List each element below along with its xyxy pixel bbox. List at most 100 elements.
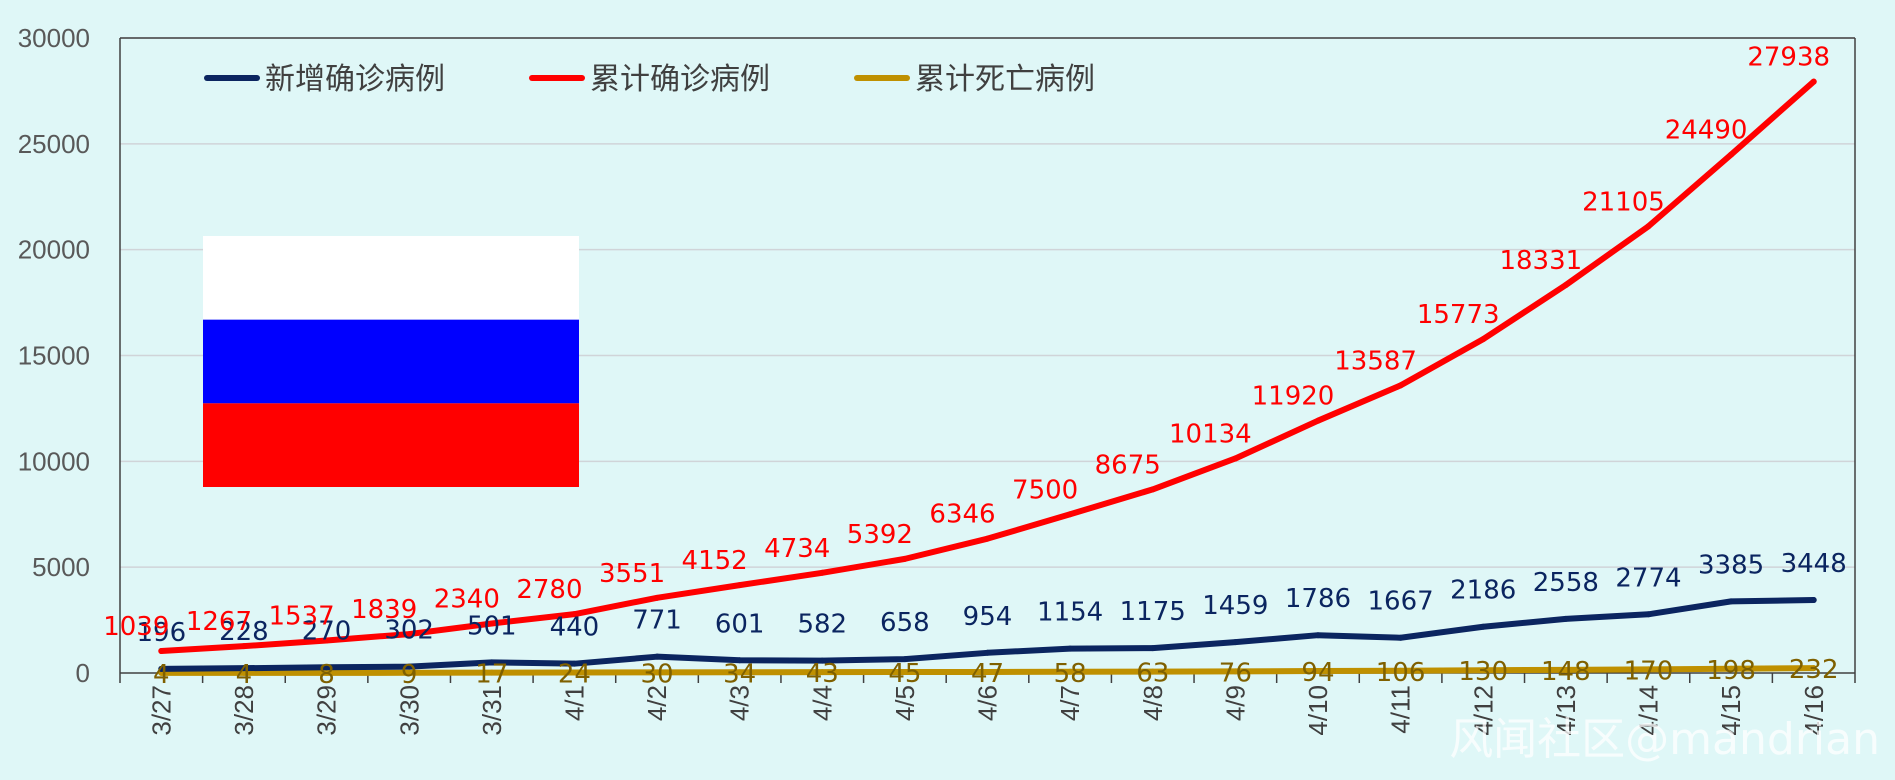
data-point: [819, 669, 826, 676]
data-label: 10134: [1169, 419, 1252, 449]
data-point: [1397, 382, 1404, 389]
data-label: 232: [1789, 655, 1839, 685]
data-point: [1728, 598, 1735, 605]
data-point: [323, 637, 330, 644]
data-label: 1667: [1368, 587, 1434, 617]
data-point: [1810, 665, 1817, 672]
data-point: [488, 669, 495, 676]
data-point: [1728, 151, 1735, 158]
data-label: 76: [1219, 658, 1252, 688]
data-point: [240, 669, 247, 676]
data-label: 302: [384, 616, 434, 646]
data-label: 63: [1136, 659, 1169, 689]
data-point: [1480, 667, 1487, 674]
data-label: 1154: [1037, 598, 1103, 628]
y-tick-label: 10000: [18, 446, 90, 476]
data-point: [571, 669, 578, 676]
data-point: [571, 660, 578, 667]
data-label: 228: [219, 617, 269, 647]
data-point: [1397, 634, 1404, 641]
series-lines: [158, 78, 1817, 676]
data-label: 6346: [929, 500, 995, 530]
data-label: 1039: [103, 612, 169, 642]
data-label: 771: [632, 606, 682, 636]
data-label: 24490: [1665, 116, 1748, 146]
data-point: [654, 594, 661, 601]
data-label: 658: [880, 608, 930, 638]
y-axis-ticks: 0 5000 10000 15000 20000 25000 30000: [18, 23, 90, 688]
data-point: [1314, 632, 1321, 639]
data-label: 1839: [351, 595, 417, 625]
y-tick-label: 30000: [18, 23, 90, 53]
data-label: 34: [723, 659, 756, 689]
x-tick-label: 3/27: [146, 685, 176, 736]
data-label: 582: [797, 610, 847, 640]
data-point: [158, 665, 165, 672]
data-label: 8675: [1095, 450, 1161, 480]
data-point: [736, 657, 743, 664]
data-point: [736, 669, 743, 676]
data-point: [1314, 417, 1321, 424]
data-label: 13587: [1334, 346, 1417, 376]
data-label: 4734: [764, 534, 830, 564]
data-point: [1480, 623, 1487, 630]
data-point: [1810, 597, 1817, 604]
data-point: [406, 663, 413, 670]
data-label: 1786: [1285, 584, 1351, 614]
data-labels: 196 228 270 302 501 440 771 601 582 658 954 1154 117…: [103, 43, 1847, 690]
data-label: 30: [640, 659, 673, 689]
x-axis-ticks: 3/27 3/28 3/29 3/30 3/31 4/1 4/2 4/3 4/4 4/5 4/6 4/…: [119, 673, 1856, 736]
data-label: 8: [318, 660, 335, 690]
data-label: 501: [467, 611, 517, 641]
data-point: [1232, 455, 1239, 462]
x-tick-label: 4/10: [1303, 685, 1333, 736]
data-point: [240, 643, 247, 650]
y-tick-label: 20000: [18, 235, 90, 265]
y-tick-label: 5000: [32, 552, 90, 582]
russia-flag: [203, 236, 579, 487]
data-label: 7500: [1012, 475, 1078, 505]
data-label: 4: [153, 660, 170, 690]
data-label: 58: [1054, 659, 1087, 689]
flag-blue-stripe: [203, 319, 579, 404]
data-label: 24: [558, 659, 591, 689]
data-label: 2774: [1615, 563, 1681, 593]
data-point: [654, 653, 661, 660]
data-label: 2558: [1533, 568, 1599, 598]
data-label: 440: [550, 613, 600, 643]
data-point: [1314, 668, 1321, 675]
data-label: 27938: [1747, 43, 1830, 73]
x-tick-label: 3/31: [477, 685, 507, 736]
x-tick-label: 4/7: [1055, 685, 1085, 721]
data-label: 198: [1706, 656, 1756, 686]
data-point: [1149, 668, 1156, 675]
data-point: [488, 620, 495, 627]
data-point: [819, 657, 826, 664]
legend-label: 累计确诊病例: [590, 62, 770, 97]
data-point: [654, 669, 661, 676]
x-tick-label: 4/1: [560, 685, 590, 721]
legend-label: 累计死亡病例: [915, 62, 1095, 97]
data-label: 170: [1624, 656, 1674, 686]
x-tick-label: 3/30: [394, 685, 424, 736]
data-label: 11920: [1252, 382, 1335, 412]
data-point: [984, 649, 991, 656]
data-point: [1067, 511, 1074, 518]
data-point: [901, 656, 908, 663]
data-label: 18331: [1499, 246, 1582, 276]
data-point: [984, 669, 991, 676]
x-tick-label: 4/12: [1468, 685, 1498, 736]
legend: 新增确诊病例 累计确诊病例 累计死亡病例: [204, 62, 1095, 97]
x-tick-label: 3/29: [312, 685, 342, 736]
data-label: 4: [236, 660, 253, 690]
data-label: 5392: [847, 520, 913, 550]
data-point: [1645, 223, 1652, 230]
data-point: [1480, 336, 1487, 343]
watermark-text: 风闻社区@mandrian: [1449, 714, 1880, 765]
data-point: [1232, 639, 1239, 646]
flag-white-stripe: [203, 236, 579, 320]
data-label: 601: [715, 609, 765, 639]
data-point: [1562, 615, 1569, 622]
data-label: 954: [963, 602, 1013, 632]
